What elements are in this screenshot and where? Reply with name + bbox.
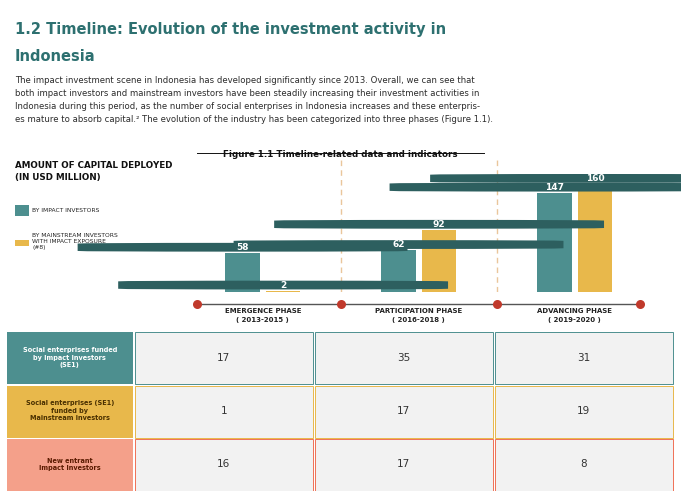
Text: ADVANCING PHASE
( 2019-2020 ): ADVANCING PHASE ( 2019-2020 ) xyxy=(537,308,612,323)
FancyBboxPatch shape xyxy=(234,240,563,249)
Bar xyxy=(266,291,300,292)
Text: Social enterprises (SE1)
funded by
Mainstream investors: Social enterprises (SE1) funded by Mains… xyxy=(26,401,114,421)
Text: AMOUNT OF CAPITAL DEPLOYED
(IN USD MILLION): AMOUNT OF CAPITAL DEPLOYED (IN USD MILLI… xyxy=(15,161,172,182)
Text: New entrant
Impact Investors: New entrant Impact Investors xyxy=(39,458,101,471)
FancyBboxPatch shape xyxy=(78,243,407,251)
Bar xyxy=(422,230,456,292)
Bar xyxy=(225,253,259,292)
Text: Figure 1.1 Timeline-related data and indicators: Figure 1.1 Timeline-related data and ind… xyxy=(223,150,458,159)
Text: 2: 2 xyxy=(280,280,286,290)
Text: 17: 17 xyxy=(217,353,230,363)
Bar xyxy=(578,184,612,292)
Text: 1.2 Timeline: Evolution of the investment activity in: 1.2 Timeline: Evolution of the investmen… xyxy=(15,22,446,37)
Bar xyxy=(381,250,415,292)
Text: 160: 160 xyxy=(586,174,604,183)
Text: 62: 62 xyxy=(392,240,405,249)
FancyBboxPatch shape xyxy=(390,183,681,191)
FancyBboxPatch shape xyxy=(430,174,681,183)
Text: 16: 16 xyxy=(217,459,230,469)
Text: 1: 1 xyxy=(221,406,227,416)
Text: 92: 92 xyxy=(433,220,445,229)
Text: Social enterprises funded
by Impact Investors
(SE1): Social enterprises funded by Impact Inve… xyxy=(22,347,117,368)
FancyBboxPatch shape xyxy=(118,281,448,289)
Text: EMERGENCE PHASE
( 2013-2015 ): EMERGENCE PHASE ( 2013-2015 ) xyxy=(225,308,301,323)
Text: 31: 31 xyxy=(577,353,590,363)
Text: 58: 58 xyxy=(236,243,249,252)
Bar xyxy=(537,193,571,292)
Text: 147: 147 xyxy=(545,183,564,191)
Text: Indonesia: Indonesia xyxy=(15,49,95,64)
Text: BY MAINSTREAM INVESTORS
WITH IMPACT EXPOSURE
(#8): BY MAINSTREAM INVESTORS WITH IMPACT EXPO… xyxy=(32,233,118,250)
Text: The impact investment scene in Indonesia has developed significantly since 2013.: The impact investment scene in Indonesia… xyxy=(15,76,493,124)
Text: PARTICIPATION PHASE
( 2016-2018 ): PARTICIPATION PHASE ( 2016-2018 ) xyxy=(375,308,462,323)
Text: 17: 17 xyxy=(397,406,411,416)
Text: 19: 19 xyxy=(577,406,590,416)
Text: 35: 35 xyxy=(397,353,411,363)
FancyBboxPatch shape xyxy=(274,220,604,229)
Text: 8: 8 xyxy=(580,459,587,469)
Text: 17: 17 xyxy=(397,459,411,469)
Text: BY IMPACT INVESTORS: BY IMPACT INVESTORS xyxy=(32,208,99,213)
